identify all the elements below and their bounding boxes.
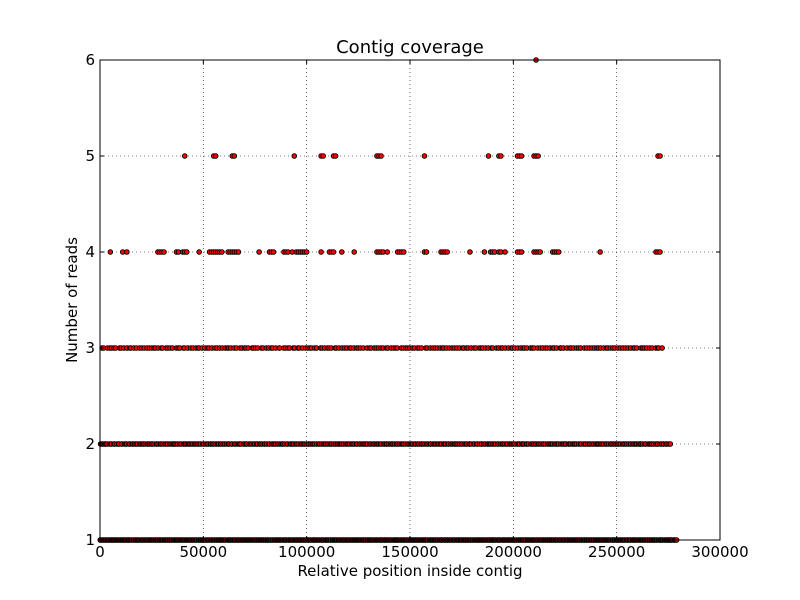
data-point: [659, 345, 665, 351]
data-point: [330, 249, 337, 255]
data-point: [378, 153, 384, 159]
data-point: [332, 153, 339, 159]
data-point: [184, 249, 190, 255]
data-point: [256, 249, 262, 255]
x-tick-label: 150000: [381, 543, 438, 561]
data-point: [235, 249, 242, 255]
data-point: [423, 249, 430, 255]
data-point: [657, 153, 663, 159]
axis-ticks: 0 50000 100000 150000 200000 250000 300000 1 2 3 4…: [85, 51, 748, 561]
x-tick-label: 200000: [485, 543, 542, 561]
y-tick-label: 3: [85, 339, 95, 357]
data-point: [467, 249, 473, 255]
data-point: [518, 249, 525, 255]
data-point: [667, 441, 674, 447]
data-point: [537, 249, 543, 255]
data-point: [124, 249, 130, 255]
y-tick-label: 6: [85, 51, 95, 69]
y-tick-label: 5: [85, 147, 95, 165]
data-point: [351, 249, 357, 255]
x-tick-label: 0: [95, 543, 105, 561]
data-point: [107, 249, 114, 255]
x-tick-label: 100000: [278, 543, 335, 561]
data-point: [161, 249, 167, 255]
y-tick-label: 1: [85, 531, 95, 549]
data-point: [657, 249, 663, 255]
chart-title: Contig coverage: [336, 37, 484, 58]
data-point: [444, 249, 450, 255]
x-tick-label: 250000: [588, 543, 645, 561]
data-point: [339, 249, 345, 255]
y-axis-label: Number of reads: [63, 237, 81, 363]
data-point: [270, 249, 277, 255]
data-point: [518, 153, 525, 159]
data-point: [384, 249, 391, 255]
data-point: [318, 249, 324, 255]
x-tick-label: 300000: [691, 543, 748, 561]
data-point: [303, 249, 310, 255]
data-point: [320, 153, 326, 159]
data-point: [481, 249, 488, 255]
data-point: [212, 153, 219, 159]
data-point: [219, 249, 225, 255]
data-point: [196, 249, 202, 255]
data-point: [181, 153, 188, 159]
data-point: [498, 153, 504, 159]
data-point: [556, 249, 562, 255]
data-point: [421, 153, 428, 159]
y-tick-label: 2: [85, 435, 95, 453]
data-point: [485, 153, 492, 159]
data-point: [502, 249, 508, 255]
data-point: [401, 249, 407, 255]
data-point: [535, 153, 541, 159]
x-axis-label: Relative position inside contig: [297, 562, 522, 580]
data-point: [291, 153, 298, 159]
data-point: [231, 153, 238, 159]
y-tick-label: 4: [85, 243, 95, 261]
x-tick-label: 50000: [179, 543, 227, 561]
data-point: [597, 249, 603, 255]
